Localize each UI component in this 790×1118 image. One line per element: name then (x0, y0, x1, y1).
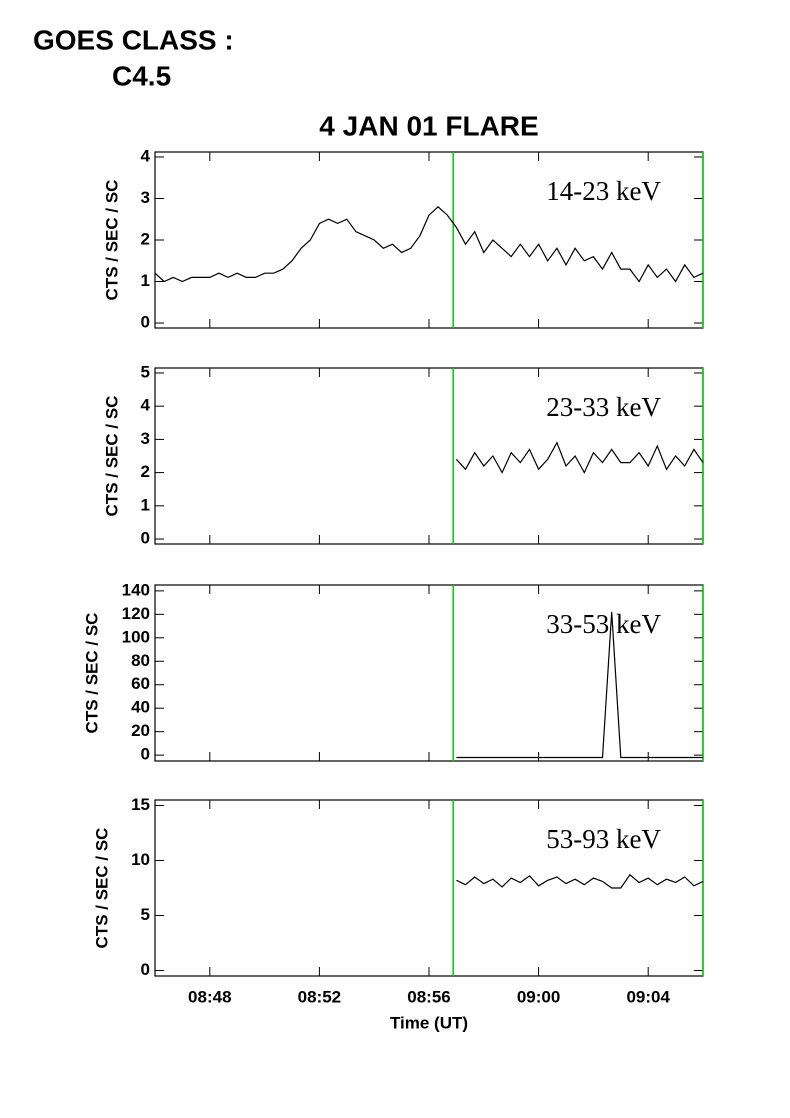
chart-title: 4 JAN 01 FLARE (319, 110, 538, 141)
y-tick-label: 2 (141, 229, 150, 248)
data-line (154, 205, 704, 283)
y-tick-label: 5 (141, 362, 150, 381)
data-line (456, 873, 704, 889)
y-tick-label: 60 (131, 674, 150, 693)
goes-class: C4.5 (112, 60, 171, 91)
y-tick-label: 100 (122, 627, 150, 646)
x-tick-label: 09:00 (517, 987, 560, 1006)
y-tick-label: 4 (141, 396, 151, 415)
data-line (456, 611, 703, 759)
data-line (455, 441, 704, 474)
y-tick-label: 3 (141, 429, 150, 448)
y-tick-label: 10 (131, 850, 150, 869)
y-axis-title: CTS / SEC / SC (92, 828, 111, 949)
y-tick-label: 15 (131, 795, 150, 814)
y-tick-label: 120 (122, 604, 150, 623)
y-axis-title: CTS / SEC / SC (102, 396, 121, 517)
y-tick-label: 1 (141, 271, 150, 290)
y-axis-title: CTS / SEC / SC (102, 180, 121, 301)
y-tick-label: 0 (141, 529, 150, 548)
y-tick-label: 4 (141, 146, 151, 165)
y-axis-title: CTS / SEC / SC (82, 613, 101, 734)
energy-band: 14-23 keV (546, 176, 661, 206)
y-tick-label: 1 (141, 495, 150, 514)
x-tick-label: 09:04 (626, 987, 670, 1006)
y-tick-label: 80 (131, 651, 150, 670)
y-tick-label: 20 (131, 721, 150, 740)
y-tick-label: 0 (141, 960, 150, 979)
x-tick-label: 08:56 (407, 987, 450, 1006)
x-tick-label: 08:52 (298, 987, 341, 1006)
y-tick-label: 140 (122, 580, 150, 599)
y-tick-label: 40 (131, 698, 150, 717)
energy-band: 33-53 keV (546, 609, 661, 639)
energy-band: 23-33 keV (546, 392, 661, 422)
x-tick-label: 08:48 (188, 987, 231, 1006)
y-tick-label: 0 (141, 313, 150, 332)
y-tick-label: 5 (141, 905, 150, 924)
y-tick-label: 3 (141, 188, 150, 207)
y-tick-label: 2 (141, 462, 150, 481)
goes-label: GOES CLASS : (33, 24, 234, 55)
x-axis-title: Time (UT) (390, 1013, 468, 1032)
y-tick-label: 0 (141, 745, 150, 764)
energy-band: 53-93 keV (546, 824, 661, 854)
